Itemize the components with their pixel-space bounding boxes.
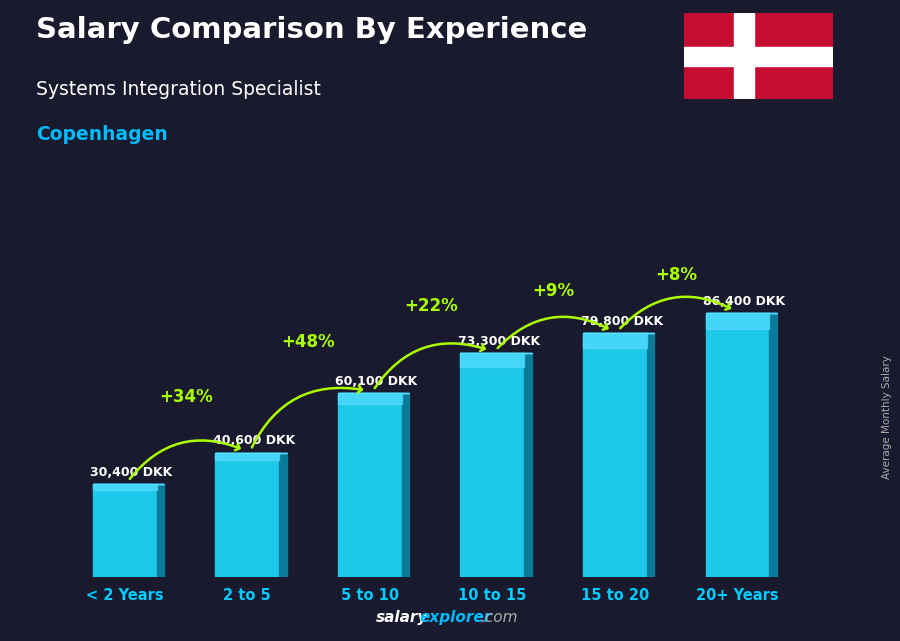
Bar	[583, 333, 647, 348]
Text: +48%: +48%	[282, 333, 336, 351]
Bar	[734, 13, 754, 99]
Text: Copenhagen: Copenhagen	[36, 125, 167, 144]
Bar	[93, 484, 157, 577]
Text: 60,100 DKK: 60,100 DKK	[336, 375, 418, 388]
Text: Average Monthly Salary: Average Monthly Salary	[881, 354, 892, 479]
Text: +8%: +8%	[655, 266, 698, 284]
Text: 40,600 DKK: 40,600 DKK	[213, 435, 295, 447]
Polygon shape	[770, 313, 777, 577]
Polygon shape	[157, 484, 164, 577]
Bar	[215, 453, 279, 460]
Text: salary: salary	[376, 610, 428, 625]
Bar	[461, 353, 524, 577]
Text: 86,400 DKK: 86,400 DKK	[703, 295, 785, 308]
Text: +9%: +9%	[533, 282, 575, 300]
Bar	[583, 333, 647, 577]
Text: 30,400 DKK: 30,400 DKK	[90, 465, 173, 479]
Bar	[706, 313, 770, 577]
Text: +22%: +22%	[404, 297, 458, 315]
Polygon shape	[401, 394, 410, 577]
Bar	[461, 353, 524, 367]
Polygon shape	[524, 353, 532, 577]
Text: Systems Integration Specialist: Systems Integration Specialist	[36, 80, 321, 99]
Text: +34%: +34%	[159, 388, 212, 406]
Bar	[706, 313, 770, 329]
Bar	[338, 394, 401, 577]
Bar	[338, 394, 401, 404]
Bar	[93, 484, 157, 490]
Text: 73,300 DKK: 73,300 DKK	[458, 335, 540, 347]
Text: 79,800 DKK: 79,800 DKK	[580, 315, 662, 328]
Polygon shape	[279, 453, 287, 577]
Bar	[684, 47, 832, 67]
Bar	[215, 453, 279, 577]
Text: .com: .com	[481, 610, 518, 625]
Text: Salary Comparison By Experience: Salary Comparison By Experience	[36, 16, 587, 44]
Polygon shape	[647, 333, 654, 577]
Text: explorer: explorer	[419, 610, 491, 625]
